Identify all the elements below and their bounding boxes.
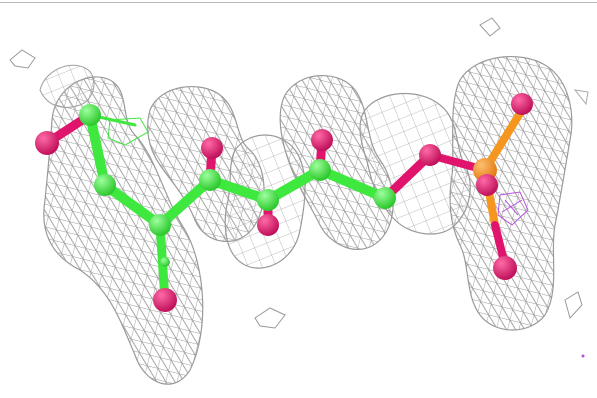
oxygen-atom [35, 131, 59, 155]
carbon-atom [309, 159, 331, 181]
mesh-fragment-3 [564, 291, 583, 319]
oxygen-atom [201, 137, 223, 159]
top-border-line [0, 2, 597, 3]
stray-dot [581, 354, 585, 358]
mesh-fragment-2 [479, 17, 501, 37]
oxygen-atom [493, 256, 517, 280]
carbon-atom [374, 187, 396, 209]
mesh-blob-left-top [39, 64, 95, 108]
carbon-atom [79, 104, 101, 126]
hydrogen-mesh [107, 117, 529, 226]
oxygen-atom [419, 144, 441, 166]
oxygen-atom [476, 174, 498, 196]
carbon-atom [94, 174, 116, 196]
oxygen-atom [257, 214, 279, 236]
mesh-fragment-1 [9, 49, 36, 69]
oxygen-atom [311, 129, 333, 151]
mesh-fragment-5 [573, 89, 589, 106]
atoms [35, 93, 533, 312]
oxygen-atom [153, 288, 177, 312]
density-mesh [9, 17, 589, 385]
mesh-fragment-4 [254, 307, 286, 329]
carbon-atom [160, 257, 170, 267]
oxygen-atom [511, 93, 533, 115]
carbon-atom [149, 214, 171, 236]
carbon-atom [257, 189, 279, 211]
carbon-atom [199, 169, 221, 191]
